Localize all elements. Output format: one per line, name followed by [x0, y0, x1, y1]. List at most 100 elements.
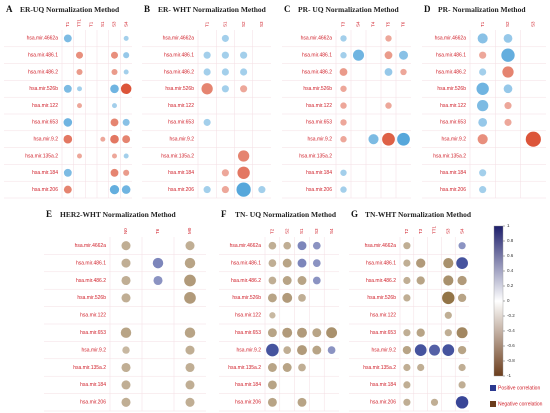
correlation-circle [221, 34, 229, 42]
row-label: hsa.mir.486.2 [164, 69, 194, 75]
row-label: hsa.mir.526b [303, 86, 332, 92]
row-label: hsa.mir.486.1 [76, 260, 106, 266]
correlation-circle [221, 68, 229, 76]
correlation-circle [312, 276, 321, 285]
panel-letter: G [351, 209, 358, 219]
correlation-circle [403, 329, 411, 337]
correlation-circle [123, 52, 130, 59]
panel-title: ER-UQ Normalization Method [20, 5, 120, 14]
row-label: hsa.mir.184 [370, 382, 396, 388]
row-label: hsa.mir.206 [80, 400, 106, 406]
row-label: hsa.mir.135a.2 [299, 153, 332, 159]
correlation-circle [297, 241, 307, 251]
row-label: hsa.mir.122 [235, 313, 261, 319]
correlation-circle [458, 381, 466, 389]
tick-label: 0.2 [507, 283, 514, 288]
row-label: hsa.mir.206 [440, 187, 466, 193]
row-label: hsa.mir.653 [80, 330, 106, 336]
correlation-circle [382, 132, 395, 146]
correlation-circle [340, 35, 347, 42]
correlation-circle [109, 184, 120, 195]
correlation-circle [110, 51, 119, 59]
correlation-circle [184, 257, 196, 269]
correlation-circle [403, 381, 411, 389]
correlation-circle [221, 186, 229, 194]
correlation-circle [312, 345, 322, 355]
correlation-circle [297, 397, 307, 407]
correlation-circle [385, 102, 392, 109]
correlation-circle [110, 134, 119, 144]
row-label: hsa.mir.135a.2 [433, 153, 466, 159]
correlation-circle [75, 51, 84, 59]
tick-label: -0.8 [507, 358, 515, 363]
row-label: hsa.mir.486.2 [231, 278, 261, 284]
row-label: hsa.mir.9.2 [170, 137, 195, 143]
correlation-circle [268, 259, 277, 267]
row-label: hsa.mir.9.2 [308, 137, 333, 143]
column-label: T6 [155, 228, 160, 234]
row-label: hsa.mir.4662a [435, 36, 467, 42]
panel-title: TN- UQ Normalization Method [235, 210, 337, 219]
correlation-circle [184, 292, 196, 304]
legend-label: Positive correlation [498, 385, 540, 391]
correlation-circle [63, 34, 72, 43]
legend-swatch [490, 385, 496, 391]
panel-title: PR- UQ Normalization Method [298, 5, 399, 14]
correlation-circle [123, 35, 129, 41]
correlation-circle [416, 328, 425, 337]
correlation-circle [298, 363, 306, 372]
correlation-circle [282, 258, 292, 268]
row-label: hsa.mir.122 [168, 103, 194, 109]
column-label: S2 [241, 21, 246, 27]
correlation-circle [266, 343, 279, 357]
correlation-circle [403, 398, 411, 406]
correlation-circle [429, 344, 440, 356]
correlation-circle [501, 48, 515, 62]
tick-label: -1 [507, 373, 511, 378]
panel-letter: E [46, 209, 52, 219]
column-label: S3 [531, 21, 536, 27]
correlation-circle [368, 134, 379, 145]
correlation-circle [237, 150, 250, 162]
correlation-circle [63, 84, 72, 93]
correlation-circle [120, 327, 132, 338]
correlation-circle [340, 169, 347, 176]
correlation-circle [203, 51, 211, 59]
row-label: hsa.mir.486.1 [436, 53, 466, 59]
correlation-circle [111, 68, 118, 76]
correlation-circle [122, 135, 131, 144]
correlation-circle [282, 363, 292, 372]
correlation-circle [479, 68, 487, 76]
correlation-circle [384, 68, 393, 76]
correlation-circle [477, 33, 488, 44]
correlation-circle [525, 131, 541, 147]
row-label: hsa.mir.206 [235, 400, 261, 406]
tick-label: -0.2 [507, 313, 515, 318]
correlation-circle [312, 259, 321, 267]
correlation-circle [203, 118, 211, 126]
correlation-circle [479, 169, 487, 177]
row-label: hsa.mir.206 [168, 187, 194, 193]
column-label: S3 [314, 228, 319, 234]
row-label: hsa.mir.653 [235, 330, 261, 336]
correlation-circle [504, 102, 512, 110]
correlation-circle [123, 153, 129, 159]
correlation-circle [456, 327, 468, 339]
column-label: N0 [123, 228, 128, 234]
correlation-circle [402, 345, 412, 355]
row-label: hsa.mir.9.2 [82, 347, 107, 353]
correlation-circle [312, 241, 321, 250]
row-label: hsa.mir.135a.2 [363, 365, 396, 371]
row-label: hsa.mir.135a.2 [228, 365, 261, 371]
row-label: hsa.mir.184 [168, 170, 194, 176]
row-label: hsa.mir.526b [367, 295, 396, 301]
correlation-circle [236, 182, 251, 197]
column-label: S4 [459, 228, 464, 234]
correlation-circle [110, 168, 119, 177]
row-label: hsa.mir.486.1 [302, 53, 332, 59]
correlation-circle [326, 327, 338, 339]
tick-label: 1 [507, 223, 510, 228]
row-label: hsa.mir.184 [306, 170, 332, 176]
row-label: hsa.mir.526b [165, 86, 194, 92]
row-label: hsa.mir.486.2 [76, 278, 106, 284]
